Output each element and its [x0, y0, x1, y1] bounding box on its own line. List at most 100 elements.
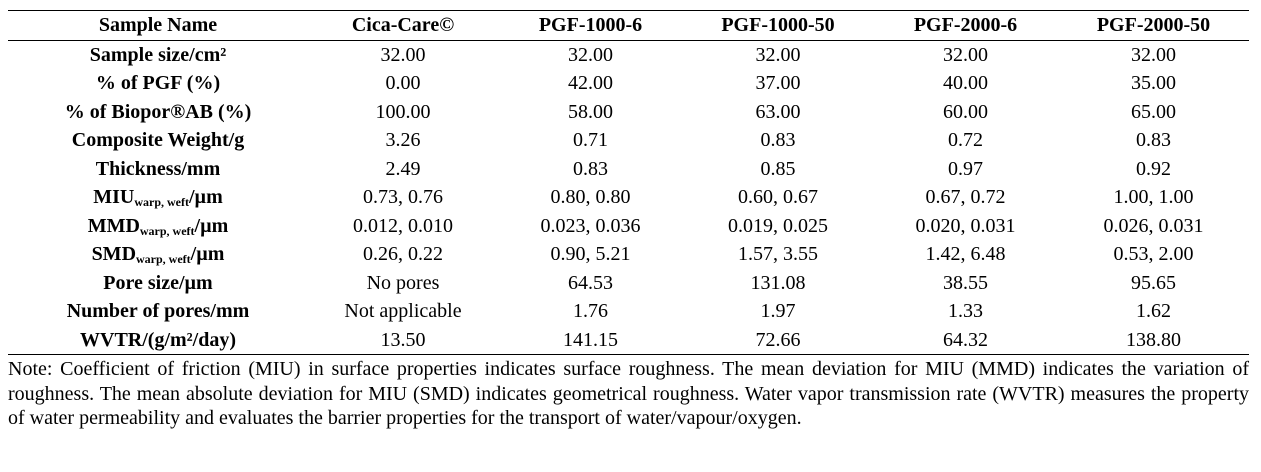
row-label: MMDwarp, weft/µm: [8, 212, 308, 241]
table-row: MMDwarp, weft/µm 0.012, 0.010 0.023, 0.0…: [8, 212, 1249, 241]
table-cell: 0.53, 2.00: [1113, 243, 1194, 266]
row-label-text: SMD: [91, 243, 137, 266]
row-label-text: Pore size/µm: [103, 271, 213, 294]
table-cell: 0.83: [573, 157, 608, 180]
table-cell: 64.53: [568, 271, 613, 294]
table-row: % of Biopor®AB (%) 100.00 58.00 63.00 60…: [8, 98, 1249, 127]
row-label-text: % of Biopor®AB (%): [64, 100, 252, 123]
table-cell: 100.00: [375, 100, 431, 123]
row-label: SMDwarp, weft/µm: [8, 240, 308, 269]
table-cell: 32.00: [1131, 43, 1176, 66]
table-cell: 0.019, 0.025: [728, 214, 828, 237]
table-row: MIUwarp, weft/µm 0.73, 0.76 0.80, 0.80 0…: [8, 183, 1249, 212]
table-cell: 0.026, 0.031: [1103, 214, 1204, 237]
row-label-text: Composite Weight/g: [71, 129, 245, 152]
table-cell: 0.00: [385, 72, 421, 95]
row-label-unit: /µm: [194, 214, 229, 237]
row-label: Pore size/µm: [8, 269, 308, 298]
row-label-subscript: warp, weft: [136, 252, 191, 267]
row-label: Number of pores/mm: [8, 297, 308, 326]
table-cell: 1.76: [573, 300, 608, 323]
row-label-text: Thickness/mm: [95, 157, 221, 180]
table-cell: 141.15: [498, 325, 683, 355]
header-cell: Cica-Care©: [308, 10, 498, 41]
table-row: SMDwarp, weft/µm 0.26, 0.22 0.90, 5.21 1…: [8, 240, 1249, 269]
row-label-text: % of PGF (%): [95, 72, 221, 95]
table-cell: 63.00: [755, 100, 801, 123]
row-label-text: Number of pores/mm: [66, 300, 250, 323]
table-cell: 0.83: [760, 129, 796, 152]
table-cell: 0.72: [948, 129, 983, 152]
table-cell: 1.42, 6.48: [925, 243, 1006, 266]
row-label: Thickness/mm: [8, 155, 308, 184]
row-label: Composite Weight/g: [8, 126, 308, 155]
table-cell: 0.92: [1136, 157, 1171, 180]
row-label-subscript: warp, weft: [134, 195, 189, 210]
header-cell: PGF-2000-6: [873, 10, 1058, 41]
table-cell: 0.023, 0.036: [540, 214, 641, 237]
table-cell: 32.00: [943, 43, 988, 66]
properties-table: Sample Name Cica-Care© PGF-1000-6 PGF-10…: [8, 10, 1249, 355]
table-row: Composite Weight/g 3.26 0.71 0.83 0.72 0…: [8, 126, 1249, 155]
table-cell: 1.33: [948, 300, 983, 323]
table-cell: 72.66: [683, 325, 873, 355]
table-cell: 32.00: [755, 43, 801, 66]
table-cell: 40.00: [943, 72, 988, 95]
table-cell: 0.73, 0.76: [363, 186, 443, 209]
table-cell: 0.80, 0.80: [550, 186, 631, 209]
row-label-unit: /µm: [189, 186, 223, 209]
table-cell: 0.83: [1136, 129, 1171, 152]
row-label: % of Biopor®AB (%): [8, 98, 308, 127]
table-cell: 1.62: [1136, 300, 1171, 323]
table-cell: 95.65: [1131, 271, 1176, 294]
row-label-text: WVTR/(g/m²/day): [80, 328, 236, 351]
row-label: % of PGF (%): [8, 69, 308, 98]
row-label-text: Sample size/cm²: [89, 43, 227, 66]
table-cell: 60.00: [943, 100, 988, 123]
table-cell: 0.67, 0.72: [925, 186, 1006, 209]
row-label: Sample size/cm²: [8, 40, 308, 69]
table-row: Sample size/cm² 32.00 32.00 32.00 32.00 …: [8, 40, 1249, 69]
table-cell: No pores: [366, 271, 440, 294]
table-note: Note: Coefficient of friction (MIU) in s…: [8, 358, 1249, 429]
table-cell: 42.00: [568, 72, 613, 95]
table-cell: 37.00: [755, 72, 801, 95]
row-label-text: MMD: [87, 214, 140, 237]
table-cell: 65.00: [1131, 100, 1176, 123]
row-label: WVTR/(g/m²/day): [8, 325, 308, 355]
table-cell: 32.00: [568, 43, 613, 66]
table-cell: 131.08: [750, 271, 806, 294]
header-cell: Sample Name: [8, 10, 308, 41]
table-cell: 3.26: [385, 129, 421, 152]
table-cell: 0.26, 0.22: [363, 243, 443, 266]
table-row: WVTR/(g/m²/day) 13.50 141.15 72.66 64.32…: [8, 325, 1249, 355]
table-cell: 58.00: [568, 100, 613, 123]
row-label-text: MIU: [93, 186, 135, 209]
table-cell: 0.71: [573, 129, 608, 152]
header-cell: PGF-1000-50: [683, 10, 873, 41]
table-cell: 138.80: [1058, 325, 1249, 355]
table-cell: 0.90, 5.21: [550, 243, 631, 266]
row-label-unit: /µm: [190, 243, 225, 266]
table-cell: 0.012, 0.010: [353, 214, 453, 237]
table-row: % of PGF (%) 0.00 42.00 37.00 40.00 35.0…: [8, 69, 1249, 98]
row-label-subscript: warp, weft: [139, 223, 195, 238]
table-cell: 2.49: [385, 157, 421, 180]
table-cell: 64.32: [873, 325, 1058, 355]
table-cell: Not applicable: [344, 300, 462, 323]
table-cell: 1.97: [760, 300, 796, 323]
table-row: Pore size/µm No pores 64.53 131.08 38.55…: [8, 269, 1249, 298]
table-cell: 0.97: [948, 157, 983, 180]
table-cell: 35.00: [1131, 72, 1176, 95]
table-cell: 32.00: [380, 43, 426, 66]
header-row: Sample Name Cica-Care© PGF-1000-6 PGF-10…: [8, 10, 1249, 41]
header-cell: PGF-2000-50: [1058, 10, 1249, 41]
table-row: Thickness/mm 2.49 0.83 0.85 0.97 0.92: [8, 155, 1249, 184]
row-label: MIUwarp, weft/µm: [8, 183, 308, 212]
table-cell: 1.00, 1.00: [1113, 186, 1194, 209]
table-cell: 0.60, 0.67: [738, 186, 818, 209]
table-row: Number of pores/mm Not applicable 1.76 1…: [8, 297, 1249, 326]
header-cell: PGF-1000-6: [498, 10, 683, 41]
table-cell: 0.020, 0.031: [915, 214, 1016, 237]
